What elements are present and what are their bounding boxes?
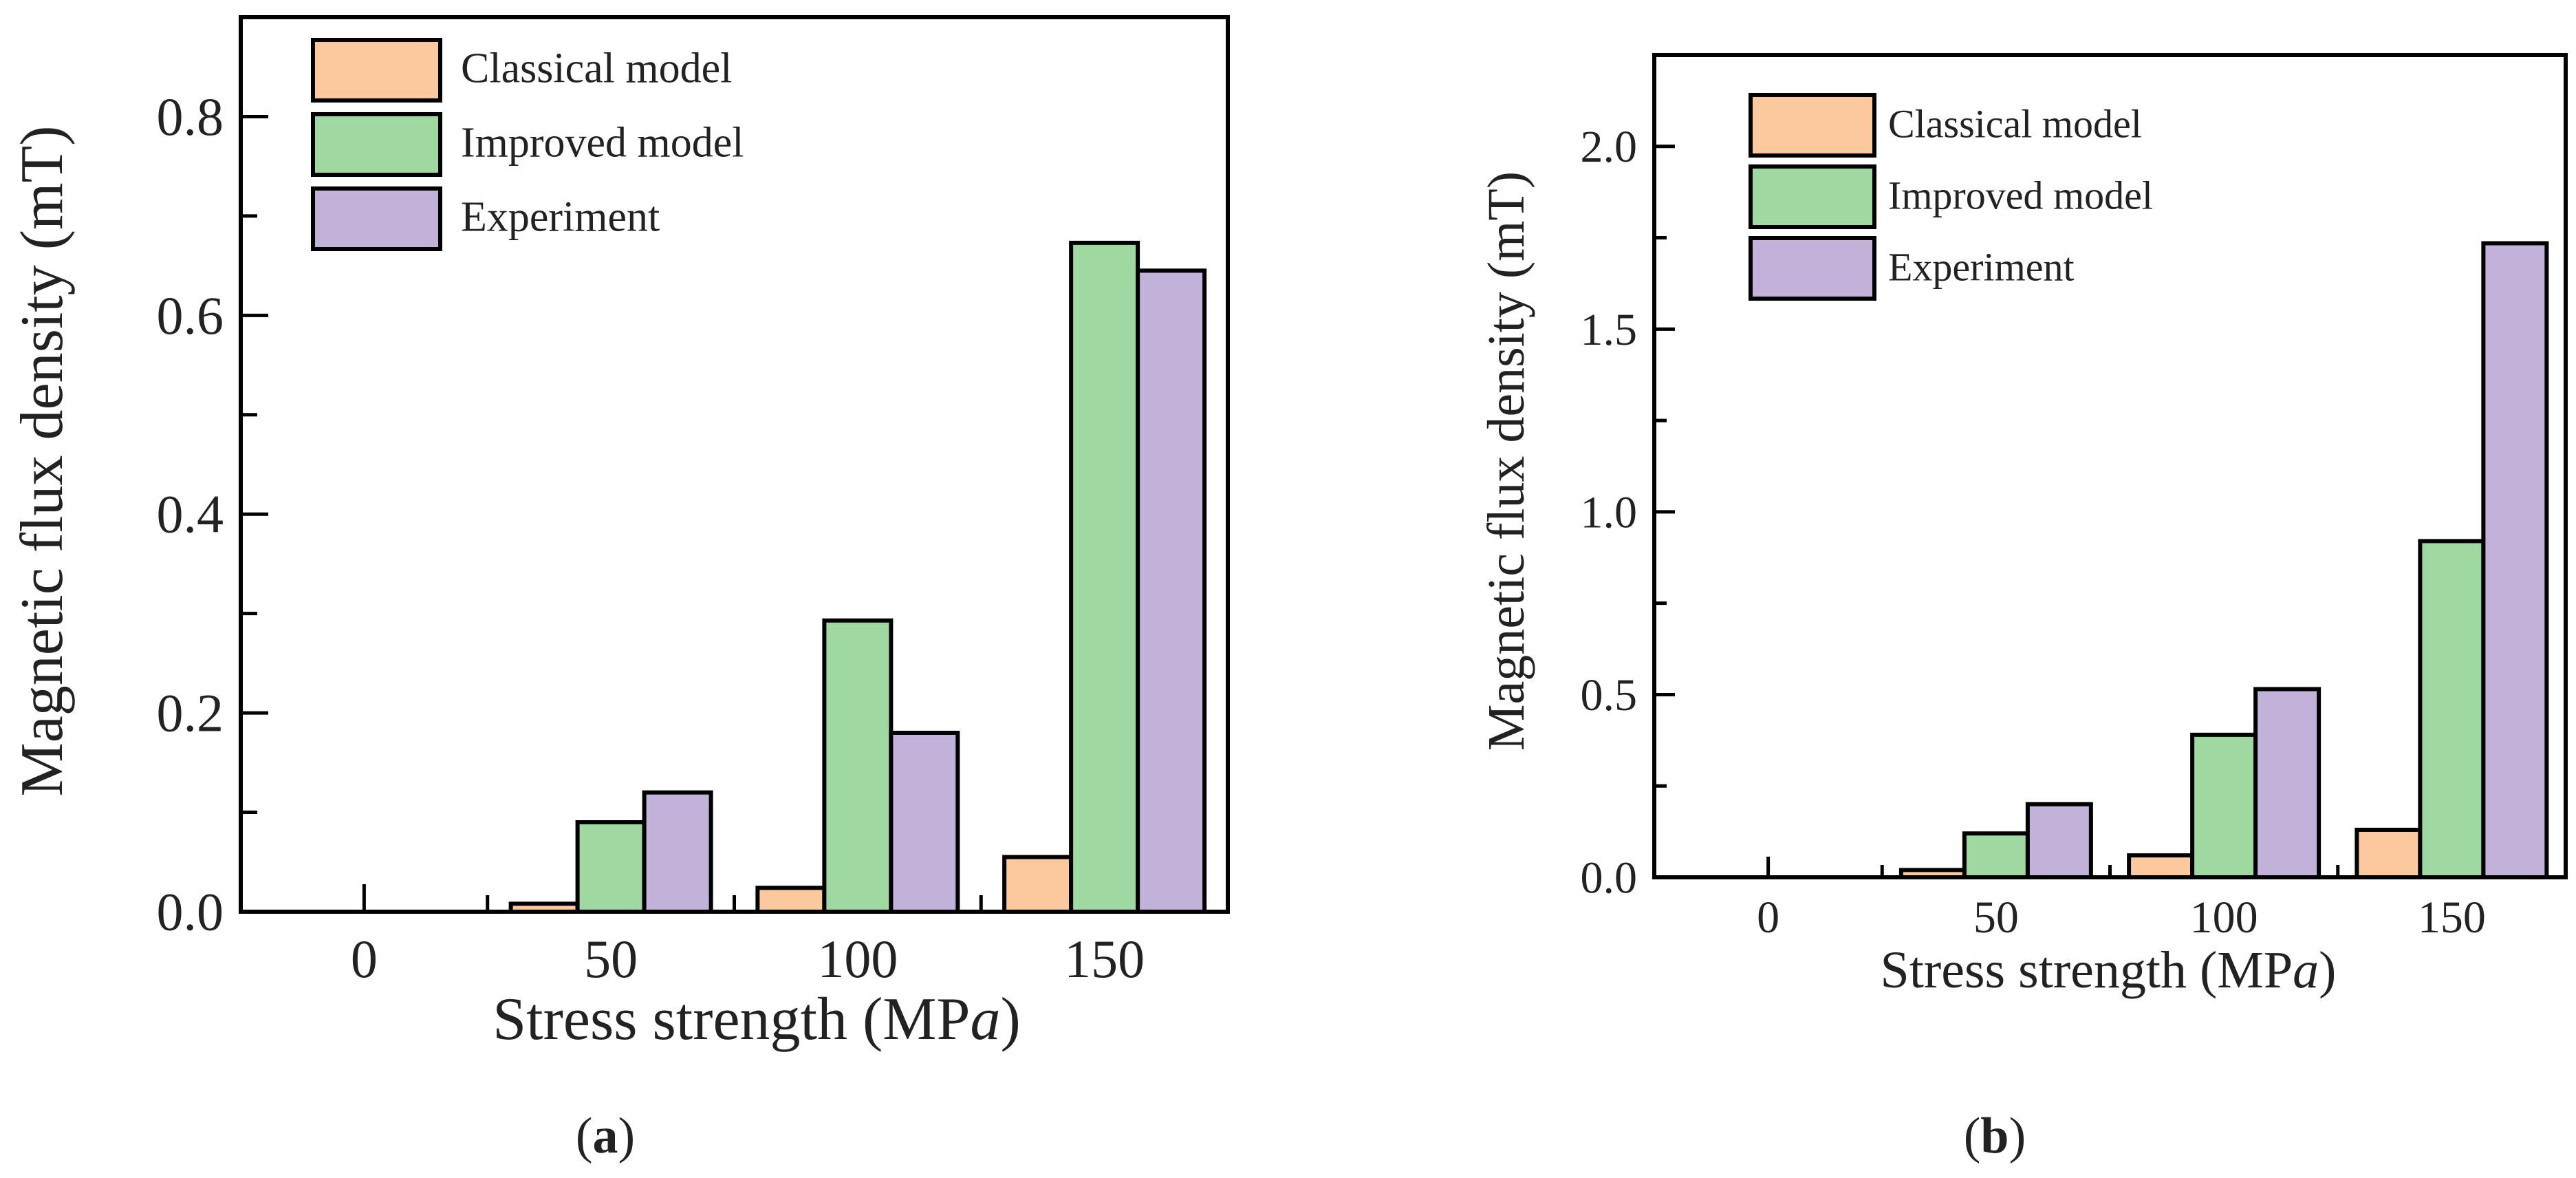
panel-label: (a) — [576, 1108, 635, 1164]
bar-classical-150 — [1002, 855, 1074, 914]
x-tick-label: 0 — [1757, 892, 1779, 943]
y-tick-label: 0.5 — [1581, 670, 1638, 720]
x-tick-label: 0 — [351, 929, 378, 989]
x-tick-label: 50 — [1973, 892, 2019, 943]
legend-label-improved: Improved model — [1888, 173, 2153, 218]
bar-experiment-50 — [2025, 802, 2093, 880]
x-axis-label-italic: a — [2293, 941, 2319, 999]
x-axis-label: Stress strength (MPa) — [1881, 941, 2337, 999]
panel-label-letter: b — [1980, 1108, 2009, 1164]
bar-improved-50 — [1962, 831, 2030, 880]
x-tick-label: 100 — [2190, 892, 2258, 943]
bar-classical-50 — [1898, 868, 1967, 880]
bar-classical-100 — [755, 886, 827, 914]
bar-classical-100 — [2127, 853, 2195, 879]
bar-experiment-50 — [642, 790, 713, 914]
bar-improved-150 — [2418, 539, 2486, 880]
x-axis-label-italic: a — [970, 986, 1000, 1053]
bar-experiment-100 — [2253, 687, 2321, 879]
legend-label-experiment: Experiment — [461, 194, 660, 241]
y-tick-label: 1.0 — [1581, 487, 1638, 537]
bar-improved-100 — [822, 618, 894, 914]
y-tick-label: 0.6 — [157, 286, 224, 345]
bar-improved-100 — [2190, 732, 2258, 880]
legend-swatch-experiment — [311, 186, 442, 251]
bar-experiment-150 — [1136, 268, 1207, 914]
panel-label-close: ) — [618, 1108, 636, 1164]
chart-panel-a: 0.0 0.2 0.4 0.6 0.8 0 50 100 150 Classical model I… — [9, 15, 1230, 1164]
panel-label-open: ( — [576, 1108, 593, 1164]
y-tick-label: 0.4 — [157, 484, 224, 544]
panel-label-letter: a — [593, 1108, 618, 1164]
x-axis-label-main: Stress strength (MP — [493, 986, 970, 1053]
x-tick-label: 150 — [2418, 892, 2486, 943]
y-tick-label: 0.2 — [157, 683, 224, 743]
bar-improved-150 — [1069, 240, 1140, 914]
bar-classical-150 — [2355, 827, 2423, 880]
x-tick-label: 50 — [584, 929, 638, 989]
y-tick-label: 0.0 — [1581, 853, 1638, 903]
legend-label-experiment: Experiment — [1888, 245, 2075, 290]
x-axis-label-end: ) — [2319, 941, 2336, 999]
y-tick-label: 2.0 — [1581, 122, 1638, 172]
chart-panel-b: 0.0 0.5 1.0 1.5 2.0 0 50 100 150 Classical model I… — [1478, 53, 2568, 1164]
x-tick-label: 100 — [817, 929, 898, 989]
panel-label-open: ( — [1964, 1108, 1981, 1164]
y-axis-label: Magnetic flux density (mT) — [1478, 171, 1535, 751]
x-axis-label: Stress strength (MPa) — [493, 986, 1021, 1053]
y-axis-label: Magnetic flux density (mT) — [9, 125, 76, 796]
legend-swatch-improved — [311, 112, 442, 177]
legend-label-improved: Improved model — [461, 120, 744, 167]
y-tick-label: 1.5 — [1581, 305, 1638, 355]
legend-swatch-experiment — [1749, 236, 1876, 301]
legend-swatch-classical — [311, 38, 442, 103]
legend-swatch-improved — [1749, 164, 1876, 229]
x-axis-label-main: Stress strength (MP — [1881, 941, 2293, 999]
x-tick-label: 150 — [1064, 929, 1145, 989]
y-tick-label: 0.8 — [157, 87, 224, 147]
bar-improved-50 — [575, 820, 647, 914]
legend-label-classical: Classical model — [1888, 102, 2142, 147]
bar-experiment-100 — [889, 731, 960, 914]
bar-classical-50 — [508, 901, 580, 914]
legend-label-classical: Classical model — [461, 45, 732, 92]
panel-label-close: ) — [2009, 1108, 2026, 1164]
x-axis-label-end: ) — [1000, 986, 1020, 1053]
panel-label: (b) — [1964, 1108, 2026, 1164]
legend-swatch-classical — [1749, 93, 1876, 158]
y-tick-label: 0.0 — [157, 882, 224, 942]
bar-experiment-150 — [2481, 241, 2549, 879]
